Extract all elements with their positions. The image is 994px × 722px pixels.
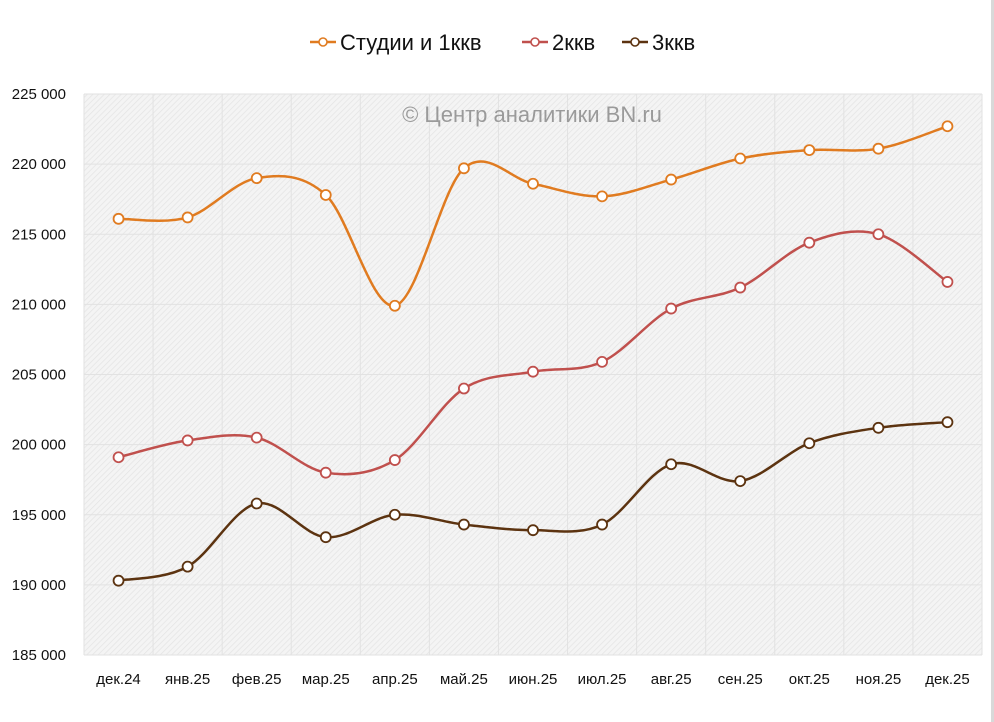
data-point — [872, 228, 885, 241]
y-axis: 185 000 190 000 195 000 200 000 205 000 210 0… — [12, 86, 66, 664]
data-point — [319, 531, 332, 544]
legend-marker-icon — [530, 37, 540, 47]
y-tick-label: 190 000 — [12, 577, 66, 594]
legend-item: 3ккв — [622, 30, 695, 55]
y-tick-label: 200 000 — [12, 437, 66, 454]
x-tick-label: дек.25 — [925, 671, 970, 688]
data-point — [319, 466, 332, 479]
data-point — [181, 434, 194, 447]
data-point — [665, 302, 678, 315]
data-point — [734, 475, 747, 487]
data-point — [527, 365, 539, 378]
x-tick-label: дек.24 — [96, 671, 141, 688]
x-tick-label: июн.25 — [509, 671, 558, 688]
y-tick-label: 220 000 — [12, 156, 66, 173]
x-axis: дек.24 янв.25 фев.25 мар.25 апр.25 май.25 июн.… — [96, 671, 969, 688]
data-point — [803, 144, 816, 157]
data-point — [596, 355, 608, 368]
data-point — [388, 299, 401, 312]
legend-item: 2ккв — [522, 30, 595, 55]
data-point — [527, 524, 539, 537]
legend-item: Студии и 1ккв — [310, 30, 482, 55]
y-tick-label: 225 000 — [12, 86, 66, 103]
series-group — [112, 120, 954, 587]
data-point — [250, 172, 263, 185]
data-point — [872, 421, 885, 434]
x-tick-label: июл.25 — [578, 671, 627, 688]
data-point — [596, 190, 608, 203]
data-point — [458, 162, 470, 175]
y-tick-label: 205 000 — [12, 367, 66, 384]
data-point — [596, 518, 608, 531]
data-point — [527, 177, 539, 190]
x-tick-label: авг.25 — [651, 671, 692, 688]
data-point — [665, 173, 678, 186]
x-tick-label: май.25 — [440, 671, 488, 688]
data-point — [458, 382, 470, 395]
x-tick-label: апр.25 — [372, 671, 418, 688]
y-tick-label: 195 000 — [12, 507, 66, 524]
series-3 — [112, 416, 954, 587]
legend-marker-icon — [630, 37, 640, 47]
legend-label: Студии и 1ккв — [340, 30, 482, 55]
x-tick-label: мар.25 — [302, 671, 350, 688]
data-point — [803, 236, 816, 249]
data-point — [112, 574, 125, 587]
data-point — [803, 437, 816, 450]
data-point — [112, 212, 125, 225]
data-point — [319, 189, 332, 201]
x-tick-label: фев.25 — [232, 671, 282, 688]
data-point — [181, 560, 194, 573]
grid — [83, 93, 983, 656]
data-point — [734, 152, 747, 165]
y-tick-label: 215 000 — [12, 226, 66, 243]
x-tick-label: ноя.25 — [856, 671, 902, 688]
data-point — [181, 211, 194, 224]
legend-label: 3ккв — [652, 30, 695, 55]
right-border — [991, 0, 994, 722]
series-2 — [112, 228, 954, 479]
x-tick-label: окт.25 — [789, 671, 830, 688]
legend-label: 2ккв — [552, 30, 595, 55]
data-point — [665, 458, 678, 471]
data-point — [941, 276, 954, 288]
data-point — [250, 431, 263, 444]
x-tick-label: сен.25 — [718, 671, 763, 688]
data-point — [250, 497, 263, 510]
legend-marker-icon — [318, 37, 328, 47]
data-point — [388, 454, 401, 466]
data-point — [941, 120, 954, 133]
data-point — [388, 508, 401, 521]
y-tick-label: 210 000 — [12, 296, 66, 313]
y-tick-label: 185 000 — [12, 647, 66, 664]
data-point — [734, 281, 747, 294]
x-tick-label: янв.25 — [165, 671, 210, 688]
data-point — [872, 142, 885, 155]
watermark: © Центр аналитики BN.ru — [402, 102, 662, 127]
data-point — [458, 518, 470, 531]
legend: Студии и 1ккв 2ккв 3ккв — [310, 30, 695, 55]
data-point — [112, 451, 125, 464]
series-1 — [112, 120, 954, 312]
data-point — [941, 416, 954, 429]
